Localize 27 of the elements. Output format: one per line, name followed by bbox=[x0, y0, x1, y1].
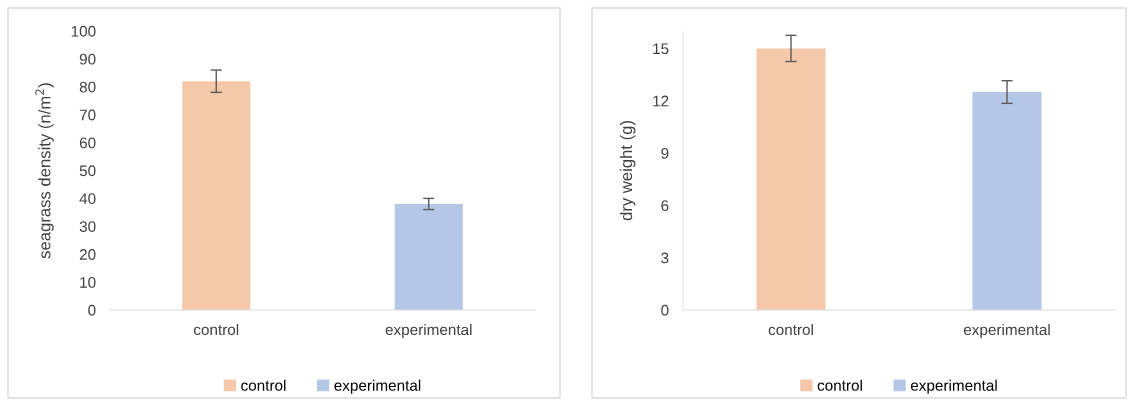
y-tick-label: 40 bbox=[79, 193, 96, 205]
x-tick-label: control bbox=[768, 323, 813, 336]
y-tick-label: 3 bbox=[661, 252, 669, 264]
x-tick-label: experimental bbox=[963, 323, 1050, 339]
legend-label: experimental bbox=[910, 379, 997, 394]
x-tick-label: control bbox=[193, 323, 239, 336]
legend-label: control bbox=[241, 379, 286, 391]
y-tick-label: 30 bbox=[79, 221, 96, 232]
y-tick-label: 6 bbox=[661, 200, 669, 212]
y-tick-label: 0 bbox=[661, 304, 669, 316]
y-tick-label: 50 bbox=[79, 165, 96, 177]
y-axis-title: dry weight (g) bbox=[619, 121, 636, 221]
y-tick-label: 0 bbox=[88, 304, 96, 316]
y-tick-label: 9 bbox=[661, 147, 669, 159]
legend-label: experimental bbox=[334, 379, 421, 394]
y-tick-label: 100 bbox=[71, 25, 96, 37]
y-tick-label: 15 bbox=[653, 43, 669, 55]
y-tick-label: 20 bbox=[79, 249, 96, 260]
y-tick-label: 12 bbox=[653, 95, 669, 107]
y-tick-label: 10 bbox=[80, 276, 96, 288]
x-tick-label: experimental bbox=[385, 323, 472, 339]
legend-label: control bbox=[817, 379, 862, 391]
y-tick-label: 60 bbox=[79, 137, 96, 149]
y-axis-title: seagrass density (n/m$^{2}$) bbox=[35, 83, 54, 259]
y-tick-label: 90 bbox=[79, 53, 96, 65]
y-tick-label: 80 bbox=[79, 81, 96, 93]
y-tick-label: 70 bbox=[79, 109, 96, 121]
